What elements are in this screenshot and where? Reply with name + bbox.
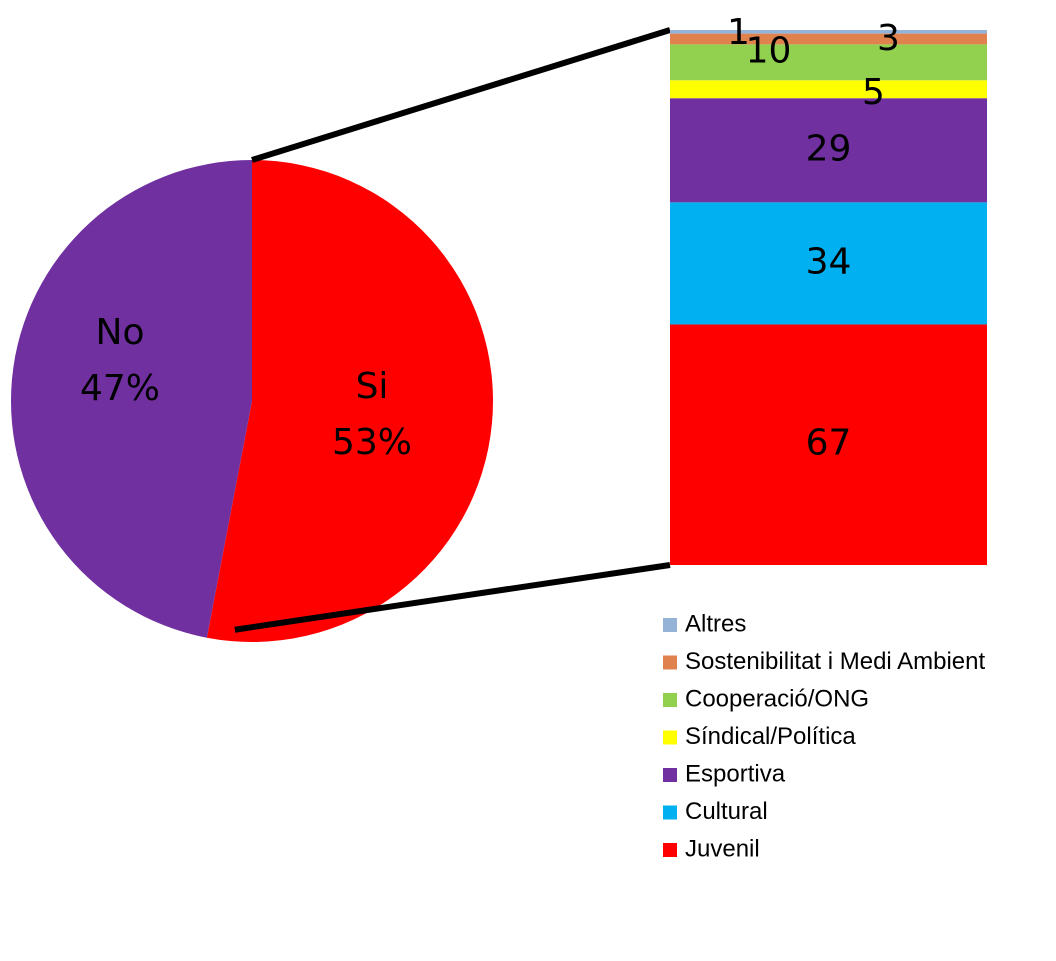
legend-swatch-sostenibilitat-i-medi-ambient bbox=[663, 655, 677, 670]
legend-label-esportiva: Esportiva bbox=[685, 760, 786, 787]
pie-label-no: No bbox=[96, 312, 145, 353]
legend-swatch-juvenil bbox=[663, 843, 677, 857]
bar-segment-sostenibilitat-i-medi-ambient bbox=[670, 33, 987, 45]
pie-percent-si: 53% bbox=[332, 422, 412, 463]
connector-line-top bbox=[251, 27, 671, 163]
bar-label-cultural: 34 bbox=[806, 241, 852, 282]
bar-label-sostenibilitat-i-medi-ambient: 3 bbox=[877, 18, 900, 59]
bar-label-juvenil: 67 bbox=[806, 423, 852, 464]
legend-swatch-sindical-politica bbox=[663, 730, 677, 745]
bar-segment-cultural bbox=[670, 202, 987, 325]
connector-line-bottom bbox=[234, 562, 671, 633]
bar-label-altres: 1 bbox=[727, 12, 750, 53]
bar-segment-juvenil bbox=[670, 324, 987, 565]
pie-chart: Si 53% No 47% bbox=[10, 160, 493, 642]
legend-swatch-altres bbox=[663, 618, 677, 632]
stacked-bar: 67 34 295 10 3 1 bbox=[670, 12, 987, 565]
legend-label-cultural: Cultural bbox=[685, 798, 768, 825]
legend-label-juvenil: Juvenil bbox=[685, 835, 760, 862]
bar-segment-altres bbox=[670, 30, 987, 34]
pie-slice-no bbox=[10, 160, 252, 638]
bar-label-esportiva: 29 bbox=[806, 128, 852, 169]
pie-slice-si bbox=[206, 160, 493, 642]
bar-segment-sindical-politica bbox=[670, 80, 987, 99]
bar-label-cooperacio-ong: 10 bbox=[746, 30, 792, 71]
legend-label-cooperacio-ong: Cooperació/ONG bbox=[685, 685, 869, 712]
connector-lines bbox=[234, 27, 671, 633]
legend: Altres Sostenibilitat i Medi Ambient Coope… bbox=[663, 610, 985, 862]
pie-percent-no: 47% bbox=[80, 368, 160, 409]
legend-label-sindical-politica: Síndical/Política bbox=[685, 723, 856, 750]
legend-label-sostenibilitat-i-medi-ambient: Sostenibilitat i Medi Ambient bbox=[685, 648, 985, 675]
legend-swatch-cultural bbox=[663, 805, 677, 820]
bar-segment-cooperacio-ong bbox=[670, 44, 987, 81]
pie-label-si: Si bbox=[356, 366, 389, 407]
legend-label-altres: Altres bbox=[685, 610, 746, 637]
bar-label-sindical-politica: 5 bbox=[862, 72, 885, 113]
legend-swatch-esportiva bbox=[663, 768, 677, 782]
legend-swatch-cooperacio-ong bbox=[663, 693, 677, 707]
bar-segment-esportiva bbox=[670, 98, 987, 203]
